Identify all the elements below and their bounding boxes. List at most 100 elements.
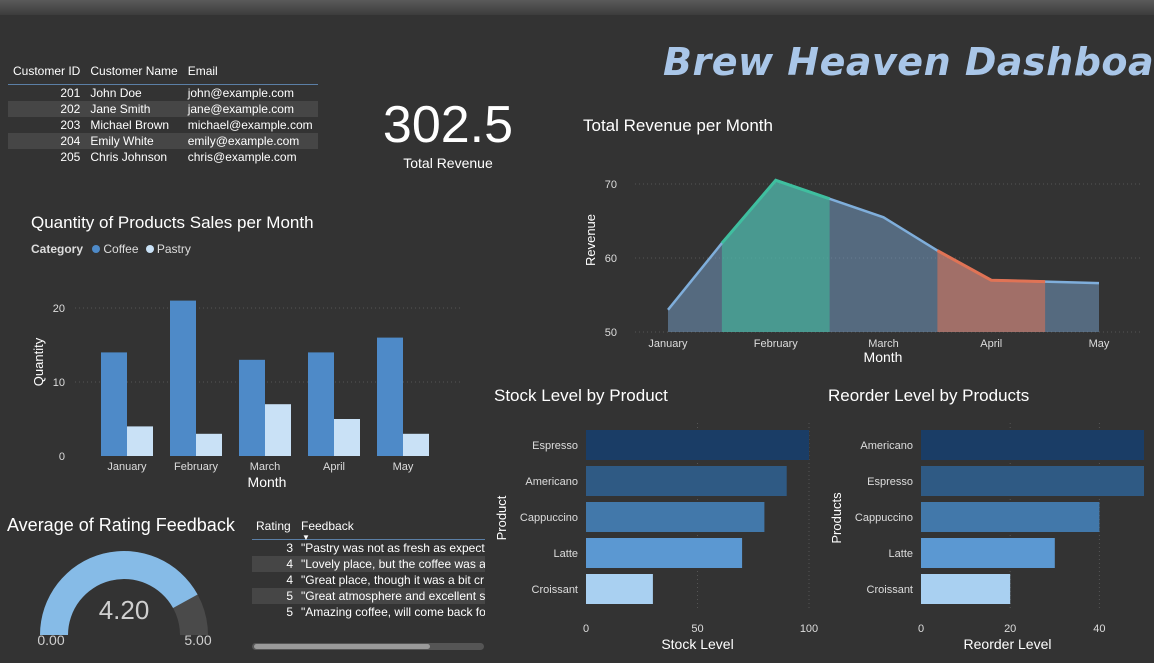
- bar-croissant: [921, 574, 1011, 604]
- kpi-label: Total Revenue: [403, 155, 493, 171]
- table-row[interactable]: 205 Chris Johnson chris@example.com: [8, 149, 318, 165]
- customer-id-cell: 204: [8, 133, 86, 149]
- legend-swatch-pastry: [145, 245, 154, 253]
- bar-pastry: [127, 426, 153, 456]
- revenue-chart-title: Total Revenue per Month: [583, 116, 773, 135]
- y-tick-label: Espresso: [532, 440, 578, 452]
- legend-label-pastry[interactable]: Pastry: [156, 242, 191, 256]
- customer-id-cell: 205: [60, 150, 81, 164]
- revenue-highlight-area: [937, 250, 1046, 332]
- y-axis-title: Revenue: [583, 214, 598, 266]
- x-axis-title: Stock Level: [661, 636, 733, 652]
- customer-id-cell: 202: [8, 101, 86, 117]
- table-row[interactable]: 202 Jane Smith jane@example.com: [8, 101, 318, 117]
- y-tick-label: Croissant: [532, 584, 578, 596]
- rating-cell: 5: [286, 605, 293, 619]
- gauge-max-label: 5.00: [184, 632, 211, 648]
- rating-gauge[interactable]: 4.20 0.00 5.00: [20, 540, 235, 655]
- scrollbar-thumb[interactable]: [254, 644, 430, 649]
- rating-cell: 5: [252, 588, 297, 604]
- x-tick-label: March: [868, 338, 899, 350]
- bar-coffee: [377, 337, 403, 456]
- bar-coffee: [308, 352, 334, 456]
- x-tick-label: April: [323, 461, 345, 473]
- y-tick-label: 60: [605, 253, 617, 265]
- feedback-cell: "Lovely place, but the coffee was a: [297, 556, 485, 572]
- revenue-highlight-line: [720, 178, 831, 245]
- gauge-min-label: 0.00: [37, 632, 64, 648]
- rating-cell: 4: [286, 573, 293, 587]
- column-header-customer-name[interactable]: Customer Name: [85, 62, 183, 85]
- y-tick-label: 20: [53, 303, 65, 315]
- bar-coffee: [101, 352, 127, 456]
- y-tick-label: Americano: [525, 476, 578, 488]
- customer-name-cell: John Doe: [90, 86, 142, 100]
- stock-chart-title: Stock Level by Product: [494, 386, 668, 405]
- bar-croissant: [586, 574, 653, 604]
- email-cell: emily@example.com: [182, 133, 318, 149]
- bar-americano: [921, 430, 1144, 460]
- customer-name-cell: Chris Johnson: [90, 150, 168, 164]
- x-tick-label: January: [107, 461, 147, 473]
- reorder-chart[interactable]: 0 20 40 Americano Espresso Cappuccino Latte Cro…: [825, 415, 1154, 660]
- x-tick-label: April: [980, 338, 1002, 350]
- bar-pastry: [334, 419, 360, 456]
- y-tick-label: 50: [605, 327, 617, 339]
- column-header-customer-id[interactable]: Customer ID: [8, 62, 86, 85]
- gauge-title: Average of Rating Feedback: [7, 515, 235, 535]
- bar-espresso: [921, 466, 1144, 496]
- y-tick-label: 10: [53, 377, 65, 389]
- table-row[interactable]: 203 Michael Brown michael@example.com: [8, 117, 318, 133]
- revenue-chart[interactable]: 50 60 70 January February March April May Month R…: [575, 150, 1150, 370]
- x-tick-label: May: [393, 461, 414, 473]
- x-tick-label: January: [648, 338, 688, 350]
- stock-chart[interactable]: 0 50 100 Espresso Americano Cappuccino Latte Cr…: [490, 415, 825, 660]
- email-cell: chris@example.com: [187, 150, 297, 164]
- gauge-fill: [40, 551, 198, 635]
- bar-latte: [586, 538, 743, 568]
- bar-pastry: [196, 433, 222, 456]
- email-cell: jane@example.com: [182, 101, 318, 117]
- table-row[interactable]: 5 "Great atmosphere and excellent s: [252, 588, 485, 604]
- y-tick-label: Cappuccino: [520, 512, 578, 524]
- window-top-bar: [0, 0, 1154, 15]
- table-row[interactable]: 204 Emily White emily@example.com: [8, 133, 318, 149]
- x-tick-label: 100: [800, 623, 818, 635]
- feedback-table: Rating Feedback ▼ 3 "Pastry was not as fr…: [252, 517, 485, 620]
- bar-espresso: [586, 430, 809, 460]
- table-row[interactable]: 201 John Doe john@example.com: [8, 85, 318, 102]
- quantity-chart[interactable]: 0 10 20 January February March April May Month Qu…: [0, 270, 480, 495]
- column-header-feedback[interactable]: Feedback ▼: [297, 517, 485, 542]
- y-tick-label: Latte: [889, 548, 913, 560]
- y-axis-title: Quantity: [31, 337, 46, 386]
- y-axis-title: Products: [829, 492, 844, 544]
- x-tick-label: March: [250, 461, 281, 473]
- customer-id-cell: 203: [60, 118, 81, 132]
- bar-pastry: [265, 404, 291, 456]
- column-header-email[interactable]: Email: [182, 62, 318, 85]
- legend-label-coffee[interactable]: Coffee: [103, 242, 139, 256]
- y-tick-label: Americano: [860, 440, 913, 452]
- rating-cell: 3: [286, 541, 293, 555]
- x-tick-label: February: [174, 461, 219, 473]
- x-tick-label: 40: [1093, 623, 1105, 635]
- table-row[interactable]: 4 "Lovely place, but the coffee was a: [252, 556, 485, 572]
- column-header-rating[interactable]: Rating: [252, 517, 297, 540]
- x-tick-label: 0: [583, 623, 589, 635]
- sort-desc-icon: ▼: [302, 533, 310, 542]
- bar-coffee: [170, 300, 196, 456]
- revenue-highlight-area: [721, 180, 830, 332]
- table-row[interactable]: 4 "Great place, though it was a bit cr: [252, 572, 485, 588]
- kpi-value: 302.5: [382, 96, 514, 154]
- table-row[interactable]: 3 "Pastry was not as fresh as expect: [252, 540, 485, 557]
- bar-cappuccino: [921, 502, 1100, 532]
- email-cell: john@example.com: [187, 86, 294, 100]
- column-header-feedback-label: Feedback: [301, 519, 354, 533]
- customer-table: Customer ID Customer Name Email 201 John …: [8, 62, 318, 165]
- table-row[interactable]: 5 "Amazing coffee, will come back fo: [252, 604, 485, 620]
- customer-name-cell: Michael Brown: [90, 118, 170, 132]
- reorder-chart-title: Reorder Level by Products: [828, 386, 1030, 405]
- y-tick-label: 0: [59, 451, 65, 463]
- x-tick-label: 20: [1004, 623, 1016, 635]
- bar-latte: [921, 538, 1055, 568]
